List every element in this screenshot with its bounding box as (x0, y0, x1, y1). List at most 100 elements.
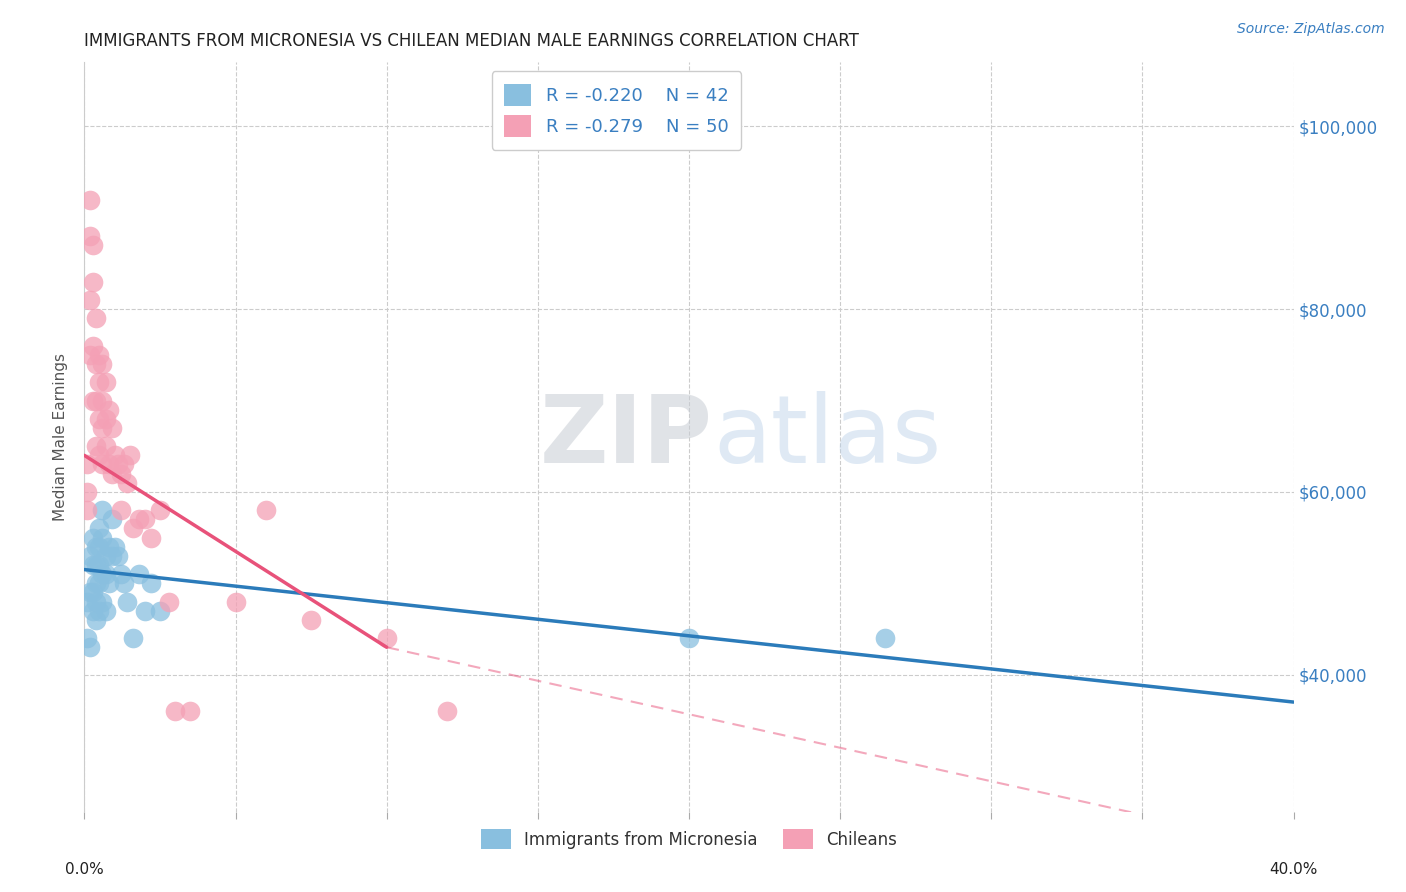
Point (97, 540, 120, 554)
Point (76, 594, 98, 608)
Text: 0.0%: 0.0% (65, 862, 104, 877)
Point (79, 293, 101, 307)
Point (86, 311, 108, 326)
Point (121, 521, 143, 535)
Point (82, 339, 104, 353)
Point (79, 640, 101, 655)
Point (112, 458, 135, 472)
Point (225, 594, 247, 608)
Point (110, 467, 132, 481)
Point (89, 521, 111, 535)
Point (121, 631, 143, 645)
Point (89, 376, 111, 390)
Point (100, 467, 122, 481)
Point (76, 631, 98, 645)
Point (82, 238, 104, 252)
Text: 40.0%: 40.0% (1270, 862, 1317, 877)
Y-axis label: Median Male Earnings: Median Male Earnings (53, 353, 69, 521)
Point (678, 631, 700, 645)
Text: ZIP: ZIP (540, 391, 713, 483)
Point (165, 704, 187, 718)
Point (76, 484, 98, 499)
Point (86, 613, 108, 627)
Point (86, 439, 108, 453)
Point (86, 558, 108, 572)
Point (82, 558, 104, 572)
Point (91, 421, 114, 435)
Point (112, 576, 135, 591)
Point (100, 512, 122, 526)
Point (86, 594, 108, 608)
Point (91, 357, 114, 371)
Point (82, 393, 104, 408)
Point (89, 540, 111, 554)
Text: Source: ZipAtlas.com: Source: ZipAtlas.com (1237, 22, 1385, 37)
Point (104, 540, 127, 554)
Point (89, 412, 111, 426)
Point (118, 448, 141, 462)
Point (79, 348, 101, 362)
Point (79, 585, 101, 599)
Point (104, 448, 127, 462)
Point (82, 585, 104, 599)
Point (299, 613, 322, 627)
Text: IMMIGRANTS FROM MICRONESIA VS CHILEAN MEDIAN MALE EARNINGS CORRELATION CHART: IMMIGRANTS FROM MICRONESIA VS CHILEAN ME… (84, 32, 859, 50)
Point (128, 567, 150, 582)
Point (134, 512, 156, 526)
Point (149, 503, 172, 517)
Point (110, 503, 132, 517)
Point (110, 567, 132, 582)
Point (89, 558, 111, 572)
Point (86, 576, 108, 591)
Point (94, 376, 117, 390)
Point (86, 393, 108, 408)
Point (436, 704, 458, 718)
Point (134, 604, 156, 618)
Point (91, 393, 114, 408)
Point (91, 594, 114, 608)
Point (139, 531, 162, 545)
Point (875, 631, 897, 645)
Point (94, 604, 117, 618)
Point (157, 594, 180, 608)
Point (91, 531, 114, 545)
Point (94, 549, 117, 563)
Point (375, 631, 398, 645)
Point (86, 540, 108, 554)
Point (79, 193, 101, 207)
Point (89, 604, 111, 618)
Point (79, 229, 101, 244)
Legend: Immigrants from Micronesia, Chileans: Immigrants from Micronesia, Chileans (474, 822, 904, 855)
Point (100, 549, 122, 563)
Point (115, 594, 138, 608)
Text: atlas: atlas (713, 391, 942, 483)
Point (139, 576, 162, 591)
Point (82, 531, 104, 545)
Point (89, 348, 111, 362)
Point (107, 549, 129, 563)
Point (79, 549, 101, 563)
Point (97, 402, 120, 417)
Point (76, 503, 98, 517)
Point (91, 458, 114, 472)
Point (91, 567, 114, 582)
Point (89, 576, 111, 591)
Point (82, 275, 104, 289)
Point (82, 604, 104, 618)
Point (100, 421, 122, 435)
Point (97, 576, 120, 591)
Point (91, 503, 114, 517)
Point (94, 439, 117, 453)
Point (94, 412, 117, 426)
Point (179, 704, 201, 718)
Point (115, 475, 138, 490)
Point (76, 458, 98, 472)
Point (86, 357, 108, 371)
Point (94, 567, 117, 582)
Point (107, 458, 129, 472)
Point (254, 503, 277, 517)
Point (128, 512, 150, 526)
Point (149, 604, 172, 618)
Point (97, 458, 120, 472)
Point (89, 448, 111, 462)
